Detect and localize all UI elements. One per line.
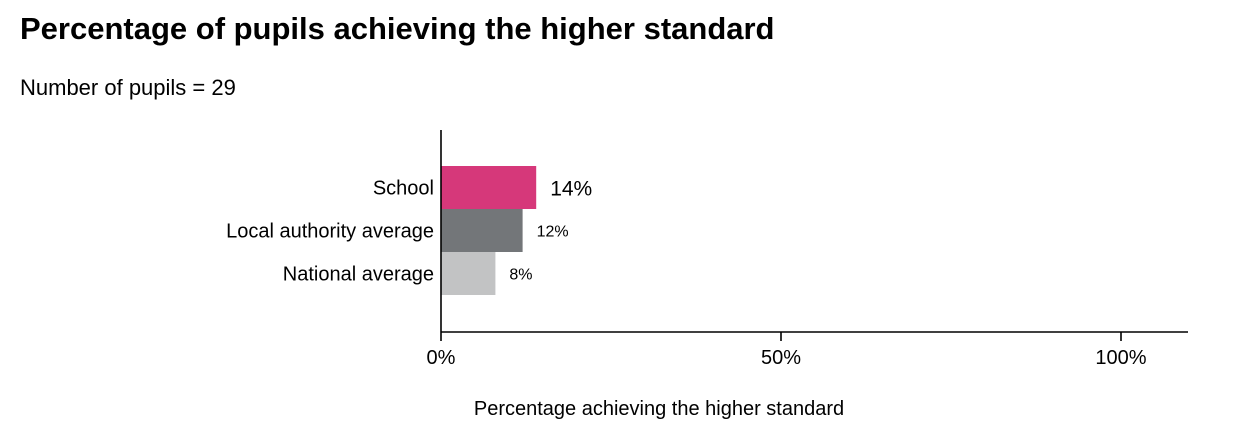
- value-label-national-average: 8%: [509, 267, 532, 284]
- x-tick-label-100: 100%: [1095, 347, 1146, 369]
- bars-group: [441, 166, 537, 295]
- value-label-local-authority-average: 12%: [537, 224, 569, 241]
- category-label-national-average: National average: [283, 264, 434, 286]
- x-axis-title: Percentage achieving the higher standard: [474, 398, 844, 420]
- category-label-school: School: [373, 178, 434, 200]
- bar-school: [441, 166, 537, 209]
- category-label-local-authority-average: Local authority average: [226, 221, 434, 243]
- bar-national-average: [441, 252, 496, 295]
- x-tick-label-50: 50%: [761, 347, 801, 369]
- pupil-count-subtitle: Number of pupils = 29: [20, 75, 236, 100]
- page-title: Percentage of pupils achieving the highe…: [20, 11, 775, 46]
- bar-local-authority-average: [441, 209, 523, 252]
- labels-group: School 14% Local authority average 12% Natio…: [226, 178, 1147, 421]
- axes-group: [440, 130, 1188, 341]
- x-tick-label-0: 0%: [427, 347, 456, 369]
- value-label-school: 14%: [550, 178, 592, 201]
